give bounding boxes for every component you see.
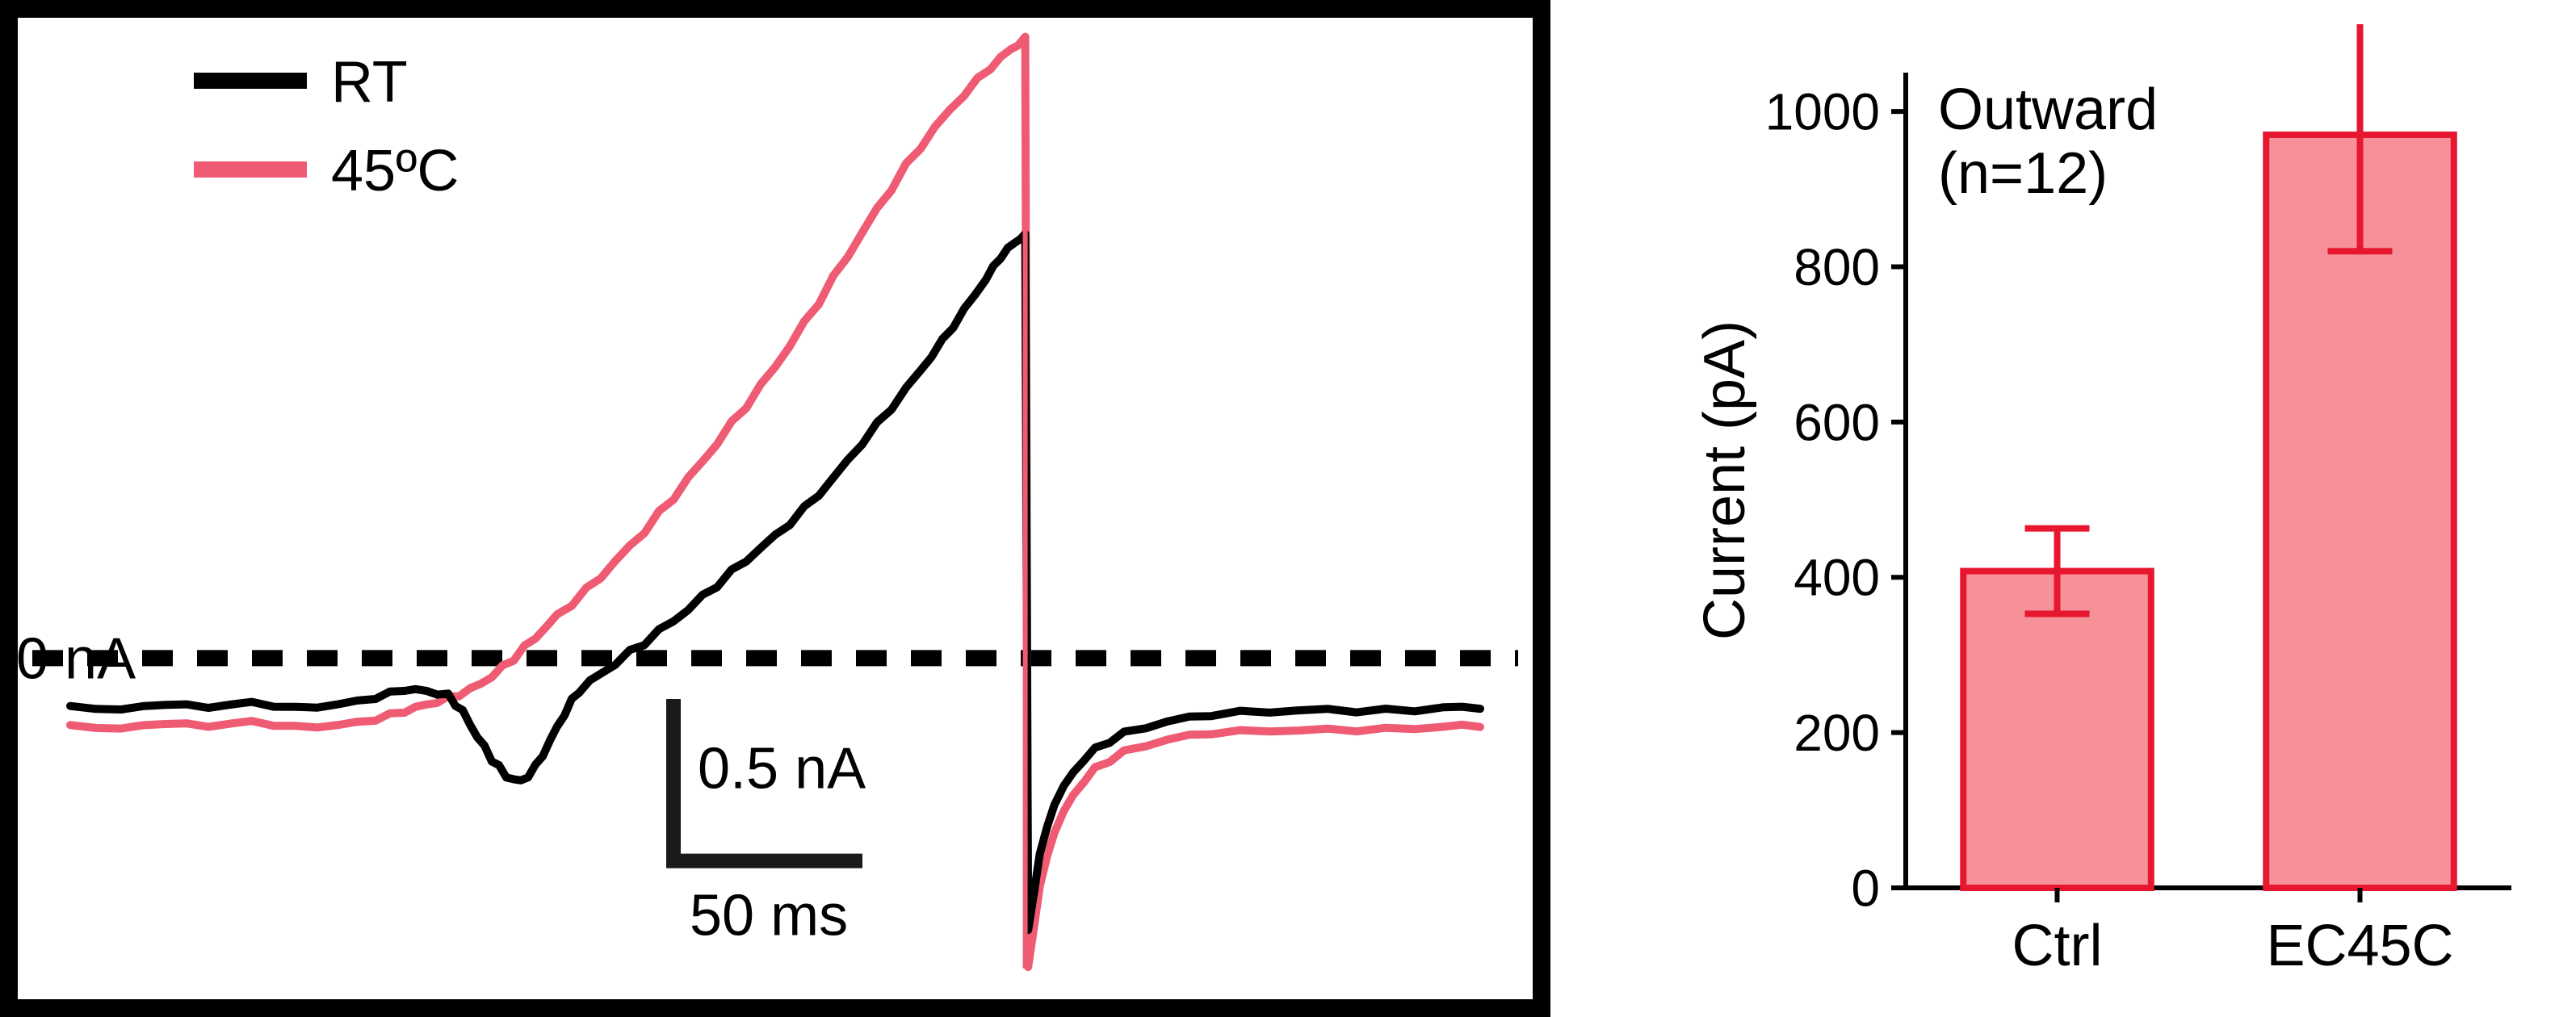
chart-title-line: (n=12) — [1938, 141, 2108, 206]
x-tick-label: Ctrl — [2012, 914, 2103, 978]
x-tick-label: EC45C — [2266, 914, 2453, 978]
legend-swatch-45ºc — [194, 161, 307, 178]
legend-label: 45ºC — [331, 139, 459, 203]
bar-chart-panel: 0 200 400 600 800 1000 Current (pA) Ctrl EC45C Ou… — [1680, 24, 2544, 993]
y-tick-label: 600 — [1794, 393, 1880, 451]
y-tick-label: 1000 — [1765, 82, 1880, 140]
trace-panel: 0 nA RT 45ºC 0.5 nA 50 ms — [0, 0, 1550, 1017]
y-tick-label: 400 — [1794, 549, 1880, 607]
legend-label: RT — [331, 50, 408, 115]
y-tick-label: 800 — [1794, 238, 1880, 296]
chart-title-line: Outward — [1938, 77, 2158, 142]
trace-svg: 0 nA RT 45ºC 0.5 nA 50 ms — [0, 0, 1550, 1017]
y-tick-label: 200 — [1794, 704, 1880, 762]
zero-current-label: 0 nA — [16, 626, 136, 691]
scale-bar-v-label: 0.5 nA — [698, 736, 866, 801]
bar-ctrl — [1963, 571, 2151, 888]
scale-bar-h-label: 50 ms — [690, 884, 848, 948]
bar-chart-svg: 0 200 400 600 800 1000 Current (pA) Ctrl EC45C Ou… — [1680, 24, 2544, 993]
y-axis-label: Current (pA) — [1693, 320, 1757, 640]
legend-swatch-rt — [194, 73, 307, 89]
y-tick-label: 0 — [1851, 859, 1880, 917]
